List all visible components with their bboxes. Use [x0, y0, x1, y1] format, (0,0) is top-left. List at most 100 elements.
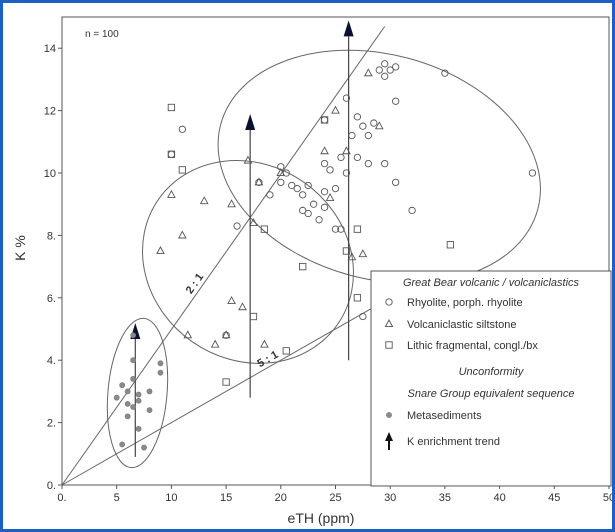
- point-circle-31: [375, 66, 383, 74]
- point-dot-12: [141, 444, 147, 451]
- point-circle-4: [266, 191, 274, 199]
- y-tick-label: 8.: [47, 230, 56, 242]
- point-square-6: [282, 347, 290, 355]
- point-circle-7: [288, 181, 296, 190]
- point-dot-0: [113, 394, 120, 401]
- point-circle-42: [359, 312, 367, 321]
- point-circle-0: [178, 125, 186, 133]
- point-circle-23: [342, 94, 351, 102]
- point-circle-16: [320, 159, 329, 168]
- legend-label-arrow: K enrichment trend: [407, 436, 500, 448]
- point-triangle-0: [156, 246, 165, 255]
- point-circle-14: [315, 216, 323, 224]
- point-triangle-19: [358, 249, 368, 258]
- point-circle-34: [386, 66, 394, 74]
- legend-arrow-head: [385, 432, 393, 441]
- point-dot-15: [157, 360, 164, 367]
- point-triangle-3: [183, 330, 193, 339]
- legend-marker-arrow: [385, 432, 393, 450]
- x-tick-label: 50: [603, 492, 612, 504]
- x-tick-label: 5: [114, 492, 120, 504]
- data-points: [113, 60, 537, 451]
- point-circle-15: [320, 188, 329, 196]
- point-triangle-22: [374, 121, 384, 130]
- y-axis-label: K %: [12, 235, 28, 261]
- point-circle-11: [304, 209, 312, 218]
- legend: Great Bear volcanic / volcaniclastics Rhy…: [370, 270, 612, 487]
- point-dot-2: [119, 441, 126, 448]
- ratio-line-0: [61, 26, 386, 486]
- point-circle-8: [293, 184, 301, 193]
- legend-label-circle: Rhyolite, porph. rhyolite: [407, 297, 523, 309]
- point-dot-6: [130, 376, 137, 382]
- legend-marker-triangle: [384, 319, 394, 328]
- point-circle-13: [309, 200, 318, 208]
- point-circle-29: [364, 159, 372, 168]
- point-circle-21: [337, 225, 345, 233]
- point-circle-24: [348, 131, 356, 140]
- point-circle-25: [353, 113, 362, 121]
- point-circle-10: [299, 206, 307, 215]
- legend-box: [370, 270, 612, 487]
- point-circle-2: [233, 222, 241, 230]
- point-circle-41: [528, 169, 537, 177]
- point-square-7: [299, 262, 307, 271]
- x-tick-label: 25: [329, 492, 341, 504]
- point-dot-3: [124, 400, 131, 407]
- point-triangle-17: [342, 146, 351, 155]
- y-tick-label: 2.: [47, 418, 56, 430]
- point-circle-35: [392, 63, 400, 71]
- point-triangle-14: [276, 168, 286, 177]
- x-tick-label: 40: [493, 492, 505, 504]
- point-dot-4: [124, 388, 131, 395]
- point-triangle-21: [331, 105, 340, 114]
- point-circle-37: [381, 159, 389, 168]
- legend-label-dot: Metasediments: [407, 410, 482, 422]
- point-dot-11: [135, 397, 142, 404]
- x-tick-label: 30: [384, 492, 396, 504]
- legend-heading-0: Great Bear volcanic / volcaniclastics: [403, 277, 580, 289]
- point-triangle-6: [221, 330, 231, 339]
- point-square-9: [342, 247, 351, 255]
- point-square-10: [353, 225, 362, 233]
- point-circle-40: [441, 69, 449, 77]
- ratio-line-1: [61, 303, 380, 486]
- point-circle-19: [331, 184, 340, 193]
- x-tick-label: 0.: [57, 492, 66, 504]
- point-circle-44: [320, 203, 329, 211]
- scatter-chart: 0. 5 10 15 20 25 30 35 40 45 50 0. 2. 4. 6. 8. 10 12 14 n…: [12, 16, 612, 526]
- point-circle-12: [304, 181, 312, 190]
- point-circle-18: [326, 166, 334, 174]
- point-circle-32: [381, 60, 389, 68]
- point-triangle-8: [227, 295, 236, 304]
- point-triangle-5: [210, 339, 220, 348]
- x-tick-label: 45: [548, 492, 560, 504]
- point-dot-7: [130, 404, 137, 410]
- point-square-5: [260, 225, 269, 233]
- point-triangle-9: [238, 302, 247, 311]
- point-circle-33: [381, 72, 389, 80]
- point-dot-13: [146, 388, 153, 395]
- point-triangle-13: [260, 339, 269, 348]
- y-tick-label: 10: [44, 168, 56, 180]
- point-dot-10: [135, 391, 142, 398]
- point-triangle-7: [227, 199, 236, 208]
- point-dot-9: [135, 425, 142, 432]
- point-circle-20: [331, 225, 340, 233]
- point-circle-39: [408, 206, 416, 215]
- x-tick-label: 10: [165, 492, 177, 504]
- point-triangle-20: [363, 68, 373, 77]
- ratio-reference-lines: [61, 26, 386, 486]
- legend-marker-dot: [386, 412, 392, 418]
- point-circle-9: [299, 191, 307, 199]
- point-dot-17: [130, 332, 137, 339]
- legend-label-square: Lithic fragmental, congl./bx: [407, 340, 538, 352]
- cluster-ellipse-1: [142, 160, 354, 364]
- point-square-0: [167, 150, 176, 158]
- point-circle-27: [359, 122, 367, 130]
- point-dot-5: [124, 413, 131, 420]
- point-dot-1: [119, 382, 126, 389]
- point-triangle-4: [199, 196, 209, 205]
- y-tick-label: 14: [44, 43, 56, 55]
